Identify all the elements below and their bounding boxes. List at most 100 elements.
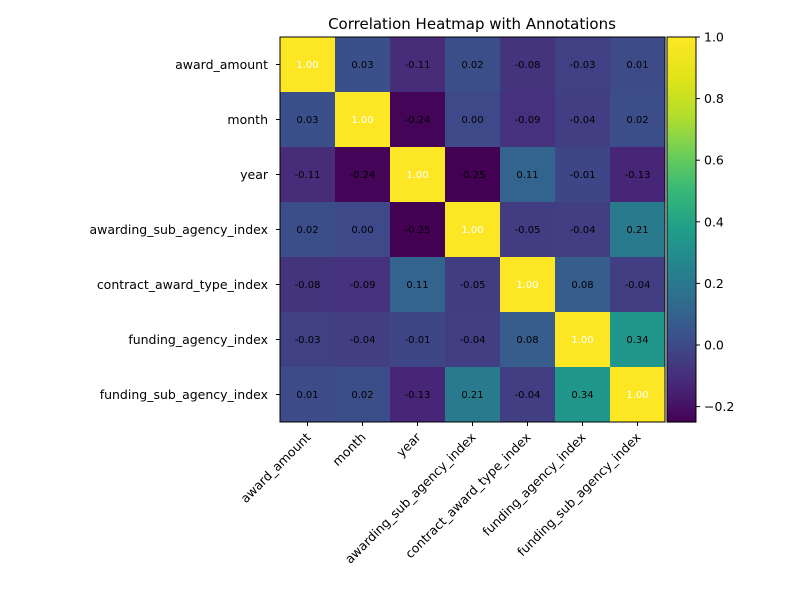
colorbar-segment — [667, 72, 696, 77]
cell-annotation: -0.11 — [405, 60, 431, 71]
colorbar-segment — [667, 248, 696, 253]
colorbar-tick-label: 0.8 — [704, 91, 724, 106]
heatmap-cell — [335, 312, 391, 368]
colorbar-segment — [667, 165, 696, 170]
colorbar-segment — [667, 56, 696, 61]
cell-annotation: -0.25 — [405, 225, 431, 236]
colorbar-segment — [667, 46, 696, 51]
colorbar-segment — [667, 152, 696, 157]
colorbar-segment — [667, 133, 696, 138]
colorbar-segment — [667, 335, 696, 340]
heatmap-cell — [390, 367, 446, 423]
colorbar-segment — [667, 171, 696, 176]
heatmap-cell — [500, 312, 556, 368]
colorbar-segment — [667, 409, 696, 413]
heatmap-cell — [500, 257, 556, 313]
colorbar-segment — [667, 280, 696, 285]
colorbar-segment — [667, 146, 696, 150]
cell-annotation: 0.11 — [516, 170, 538, 181]
colorbar-segment — [667, 348, 696, 353]
heatmap-cell — [555, 92, 611, 148]
colorbar-segment — [667, 210, 696, 215]
heatmap-cells — [280, 37, 666, 423]
colorbar-segment — [667, 37, 696, 41]
cell-annotation: 0.02 — [626, 115, 648, 126]
heatmap-cell — [610, 147, 666, 203]
colorbar-segment — [667, 287, 696, 292]
colorbar-segment — [667, 78, 696, 83]
colorbar-segment — [667, 203, 696, 208]
cell-annotation: 0.21 — [461, 390, 483, 401]
colorbar-segment — [667, 389, 696, 394]
heatmap-cell — [280, 367, 336, 423]
cell-annotation: 1.00 — [461, 225, 483, 236]
heatmap-cell — [500, 147, 556, 203]
colorbar-segment — [667, 223, 696, 227]
colorbar-segment — [667, 271, 696, 276]
colorbar-segment — [667, 120, 696, 125]
heatmap-cell — [390, 92, 446, 148]
colorbar-segment — [667, 168, 696, 173]
cell-annotation: -0.04 — [570, 115, 596, 126]
colorbar-frame — [666, 36, 697, 423]
cell-annotation: -0.04 — [350, 335, 376, 346]
cell-annotation: 0.00 — [461, 115, 483, 126]
cell-annotation: -0.08 — [515, 60, 541, 71]
colorbar-segment — [667, 110, 696, 115]
cell-annotation: -0.08 — [295, 280, 321, 291]
heatmap-cell — [610, 37, 666, 93]
colorbar-tick-label: 1.0 — [704, 30, 724, 45]
colorbar-segment — [667, 264, 696, 269]
cell-annotation: -0.13 — [625, 170, 651, 181]
colorbar-segment — [667, 229, 696, 234]
colorbar-segment — [667, 232, 696, 237]
x-tick-label: award_amount — [237, 429, 313, 505]
colorbar-segment — [667, 213, 696, 218]
y-tick-label: award_amount — [175, 57, 268, 72]
heatmap-cell — [445, 312, 501, 368]
colorbar-segment — [667, 361, 696, 365]
colorbar-segment — [667, 367, 696, 372]
colorbar-segment — [667, 293, 696, 298]
cell-annotation: 0.08 — [516, 335, 538, 346]
colorbar-segment — [667, 309, 696, 314]
colorbar-segment — [667, 383, 696, 388]
colorbar-segment — [667, 338, 696, 343]
cell-annotation: -0.11 — [295, 170, 321, 181]
colorbar-segment — [667, 377, 696, 381]
heatmap-cell — [500, 92, 556, 148]
colorbar-segment — [667, 75, 696, 80]
colorbar-segment — [667, 178, 696, 182]
colorbar-segment — [667, 235, 696, 240]
heatmap-cell — [555, 312, 611, 368]
cell-annotation: -0.24 — [405, 115, 431, 126]
colorbar-segment — [667, 200, 696, 205]
colorbar-segment — [667, 59, 696, 64]
heatmap-cell — [555, 367, 611, 423]
heatmap-cell — [390, 37, 446, 93]
heatmap-cell — [280, 312, 336, 368]
cell-annotations: 1.00 0.03 -0.11 0.02 -0.08 -0.03 0.01 0.03 1.00 -… — [295, 60, 651, 401]
colorbar-segment — [667, 107, 696, 112]
x-tick-label: funding_agency_index — [479, 430, 588, 539]
colorbar-segment — [667, 255, 696, 259]
cell-annotation: -0.05 — [460, 280, 486, 291]
colorbar-segment — [667, 290, 696, 295]
cell-annotation: 0.11 — [406, 280, 428, 291]
colorbar-segment — [667, 91, 696, 96]
heatmap-cell — [500, 202, 556, 258]
colorbar-segment — [667, 399, 696, 404]
heatmap-cell — [335, 202, 391, 258]
cell-annotation: -0.03 — [570, 60, 596, 71]
colorbar-segment — [667, 415, 696, 420]
heatmap-cell — [610, 367, 666, 423]
heatmap-cell — [390, 312, 446, 368]
colorbar-segment — [667, 49, 696, 54]
colorbar-segment — [667, 258, 696, 263]
colorbar-segment — [667, 370, 696, 375]
cell-annotation: 1.00 — [296, 60, 318, 71]
cell-annotation: 1.00 — [571, 335, 593, 346]
y-tick-label: funding_agency_index — [128, 332, 268, 347]
colorbar-segment — [667, 261, 696, 266]
colorbar-segment — [667, 251, 696, 256]
